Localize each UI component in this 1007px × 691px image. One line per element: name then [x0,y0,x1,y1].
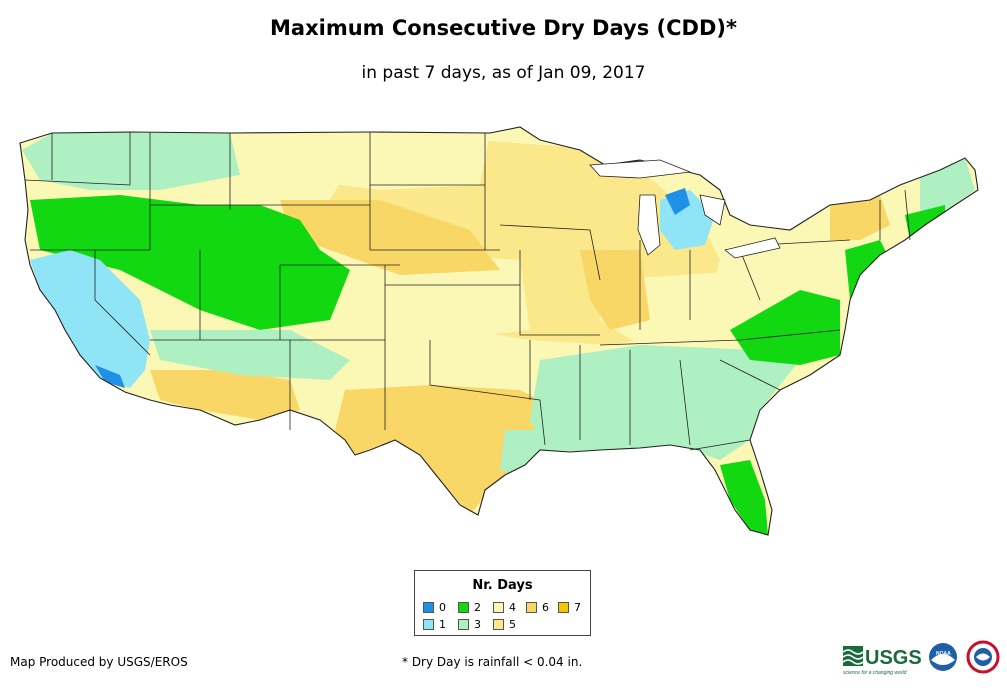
usgs-wordmark: USGS [865,647,922,669]
lake-superior [589,159,691,179]
credit-text: Map Produced by USGS/EROS [10,655,188,669]
map-title: Maximum Consecutive Dry Days (CDD)* [270,16,737,40]
lake-huron [699,194,726,226]
legend-swatch-4 [493,602,504,613]
legend-label-7: 7 [574,601,581,614]
legend-swatch-0 [423,602,434,613]
noaa-wordmark: NOAA [936,651,951,657]
legend-label-6: 6 [542,601,549,614]
us-outline [19,126,979,536]
legend-item-5: 5 [493,618,516,631]
legend-item-0: 0 [423,601,446,614]
us-map-svg [19,126,979,536]
region-cdd-6-arizona [150,370,300,420]
legend-swatch-6 [526,602,537,613]
nws-logo [966,640,1000,674]
region-cdd-2-florida [720,460,768,535]
legend-label-5: 5 [509,618,516,631]
legend-label-3: 3 [474,618,481,631]
legend-label-1: 1 [439,618,446,631]
legend-swatch-3 [458,619,469,630]
dry-day-note: * Dry Day is rainfall < 0.04 in. [402,655,583,669]
region-cdd-2-rockies [30,195,350,330]
region-cdd-0-socal [95,365,125,388]
noaa-logo: NOAA [929,643,957,671]
region-cdd-0-michigan [665,188,690,215]
usgs-tagline: science for a changing world [843,670,907,676]
legend-item-3: 3 [458,618,481,631]
legend-label-0: 0 [439,601,446,614]
legend-label-2: 2 [474,601,481,614]
legend-swatch-7 [558,602,569,613]
agency-logos-svg: USGS science for a changing world NOAA [842,640,1000,676]
region-cdd-2-new-jersey [845,240,890,300]
legend-label-4: 4 [509,601,516,614]
legend-item-7: 7 [558,601,581,614]
lake-erie [724,237,781,259]
region-cdd-6-northeast [830,195,890,240]
state-borders [24,132,911,451]
legend-title: Nr. Days [472,578,533,593]
lake-michigan [637,194,661,256]
region-cdd-4-north [230,132,490,190]
region-cdd-2-new-england [905,205,945,240]
region-cdd-1-california [30,250,150,388]
region-cdd-3-northwest [22,133,240,190]
map-subtitle: in past 7 days, as of Jan 09, 2017 [361,63,646,83]
region-cdd-2-virginia [730,290,840,365]
legend-item-6: 6 [526,601,549,614]
region-cdd-6-nebraska [280,200,500,275]
region-cdd-3-west-central [150,330,350,380]
legend-item-2: 2 [458,601,481,614]
legend-item-4: 4 [493,601,516,614]
usgs-logo: USGS science for a changing world [842,646,922,676]
us-map [0,110,1007,550]
region-cdd-4-newyork [760,230,880,290]
region-cdd-3-southeast [530,345,800,460]
region-cdd-6-texas [335,385,540,515]
legend: Nr. Days 0 1 2 3 4 5 6 7 [414,570,591,636]
region-cdd-6-illinois [580,250,650,330]
legend-item-1: 1 [423,618,446,631]
legend-swatch-2 [458,602,469,613]
legend-swatch-1 [423,619,434,630]
legend-swatch-5 [493,619,504,630]
agency-logos: USGS science for a changing world NOAA [842,640,1003,680]
